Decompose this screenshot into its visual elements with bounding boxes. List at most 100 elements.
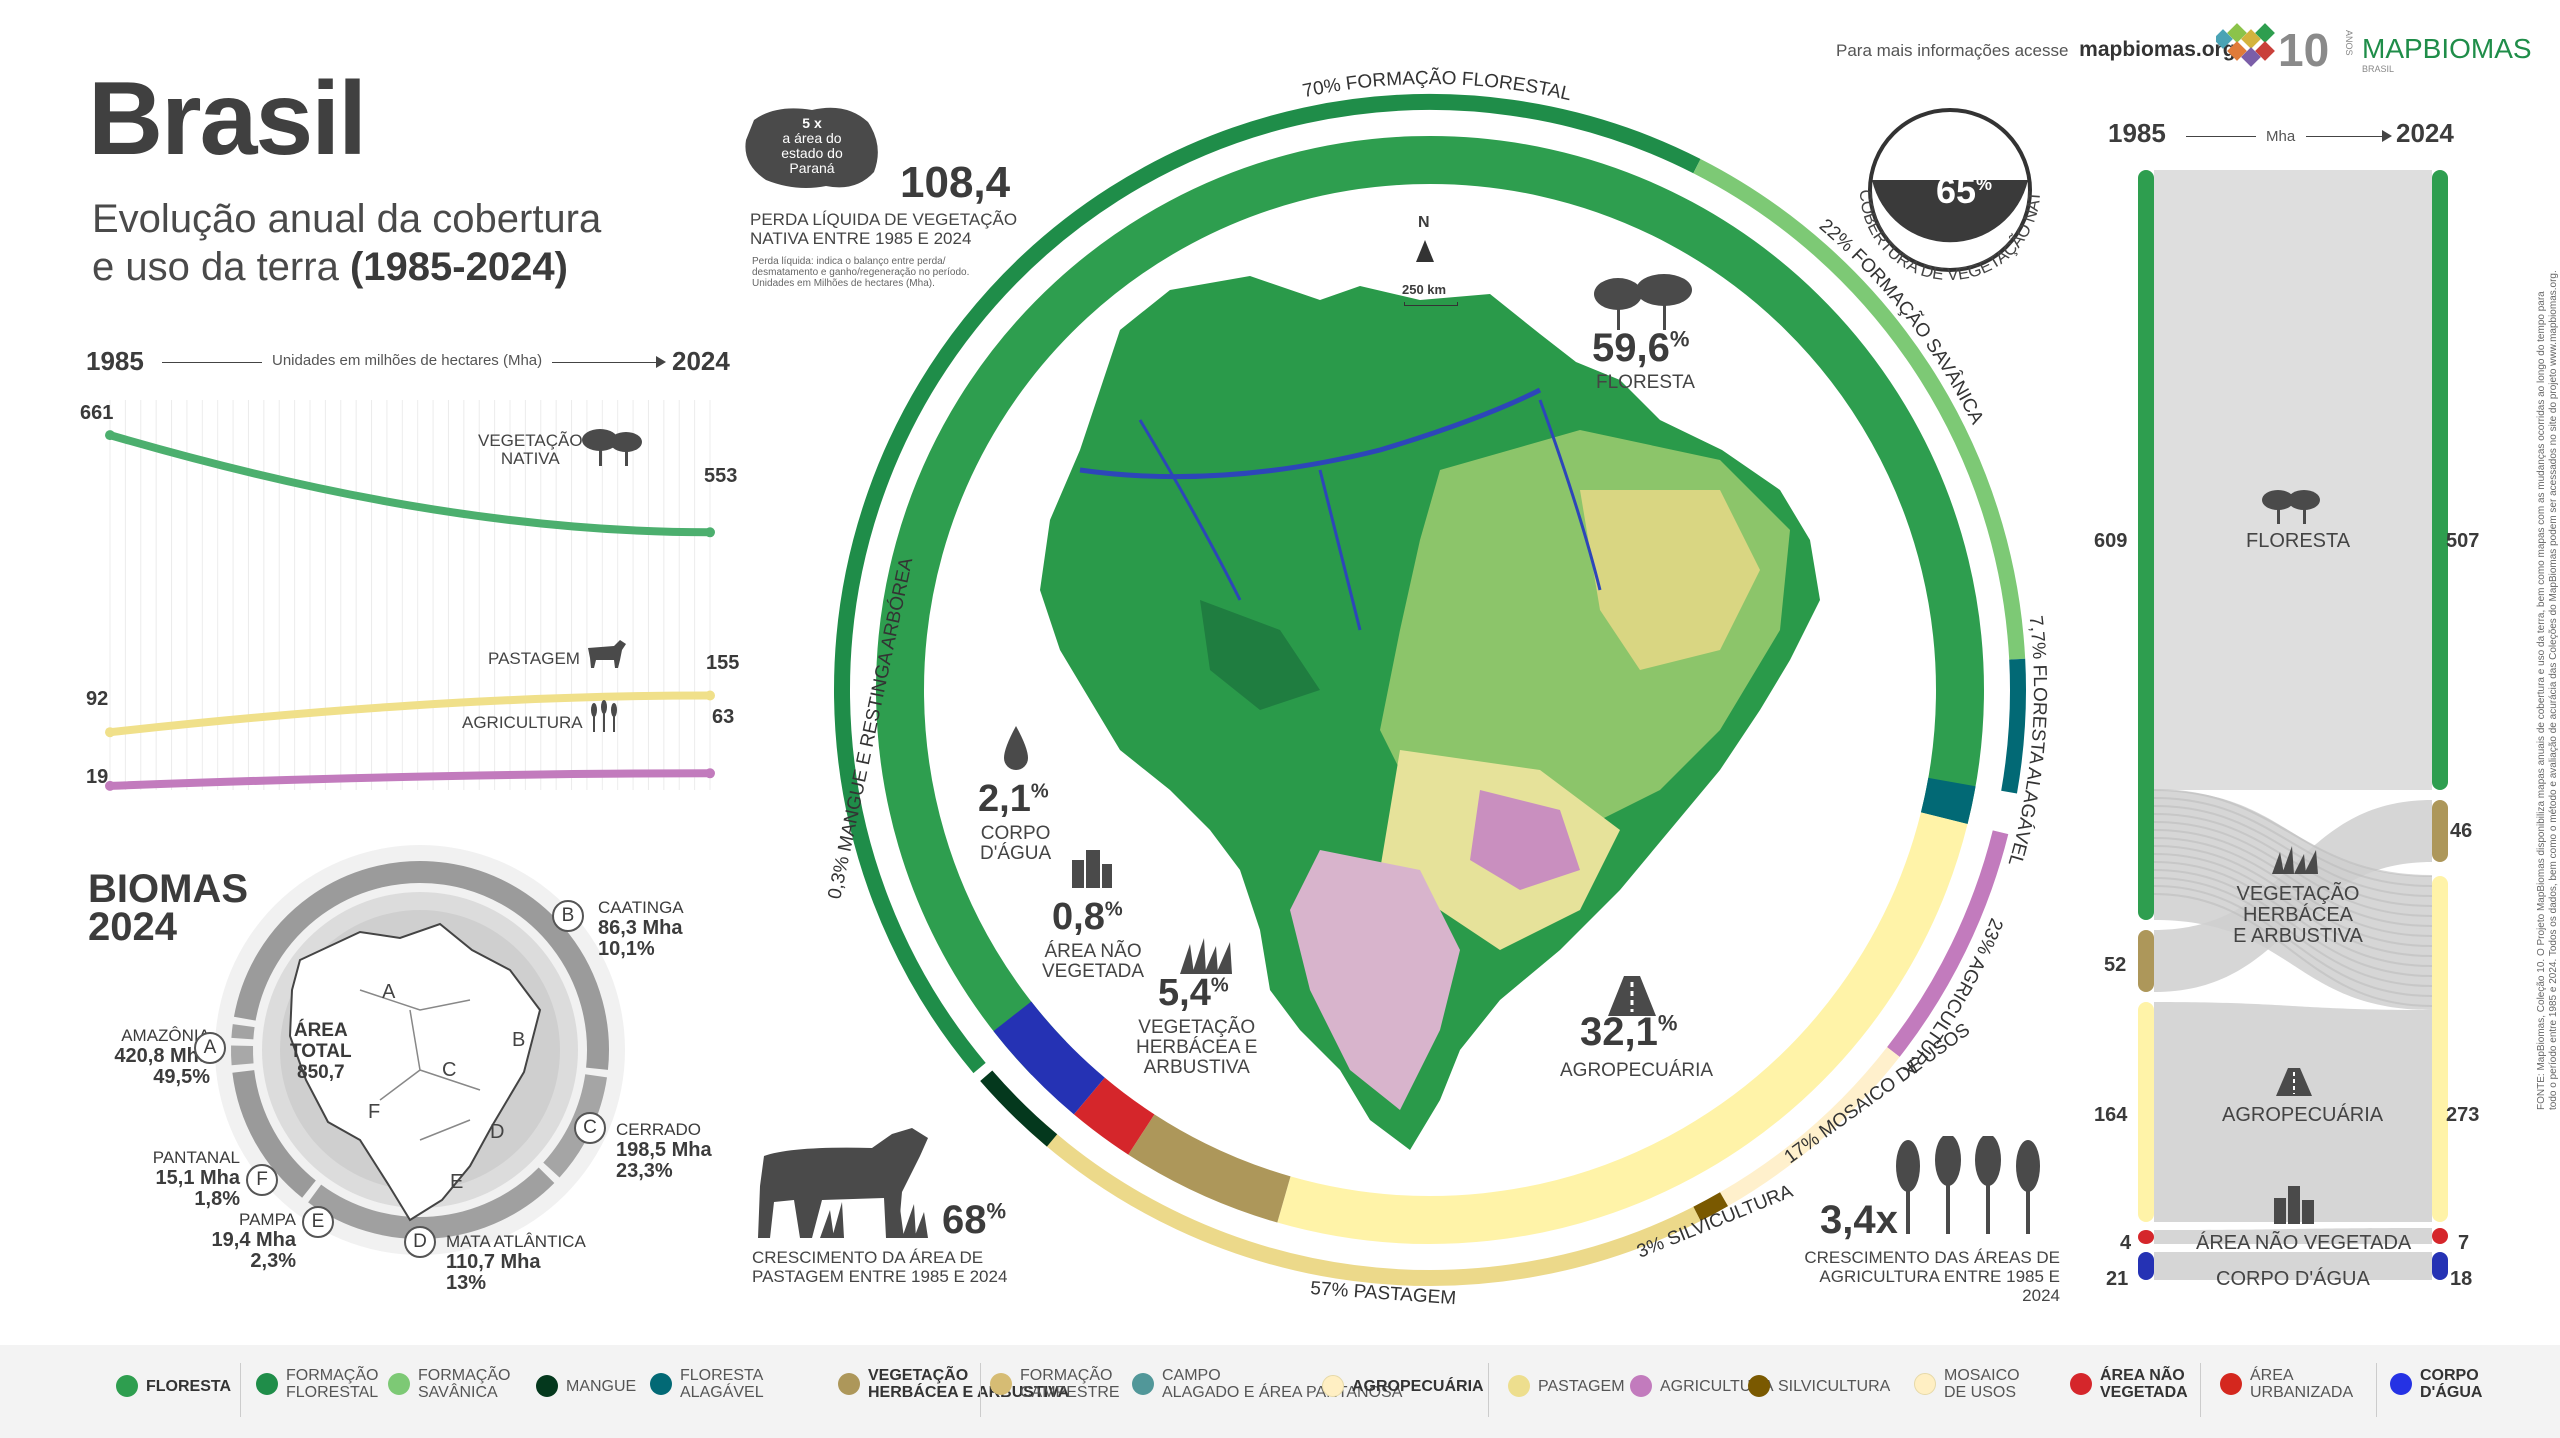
legend-swatch xyxy=(1508,1375,1530,1397)
grass-icon xyxy=(1180,938,1232,974)
trees-icon xyxy=(1594,274,1692,330)
water-drop-icon xyxy=(1004,726,1028,770)
sankey-thin-flow xyxy=(2153,797,2433,887)
herb-label: VEGETAÇÃO HERBÁCEA E ARBUSTIVA xyxy=(1136,1017,1258,1078)
legend-label: MANGUE xyxy=(566,1377,637,1395)
loss-value: 108,4 xyxy=(900,158,1011,207)
sankey-floresta-2024: 507 xyxy=(2446,530,2480,552)
past-end-value: 155 xyxy=(706,652,740,674)
agri-label: AGRICULTURA xyxy=(462,713,583,732)
bioma-letter-c: C xyxy=(574,1112,606,1144)
sankey-agua-label: CORPO D'ÁGUA xyxy=(2216,1268,2370,1290)
legend-swatch xyxy=(1630,1375,1652,1397)
line-point-start-0 xyxy=(105,430,115,441)
mapbiomas-logo[interactable]: 10 ANOS MAPBIOMAS BRASIL xyxy=(2216,18,2536,78)
ring-agropecuaria xyxy=(1277,812,1968,1244)
timeline-arrow-left xyxy=(162,362,262,363)
cow-large-icon xyxy=(758,1128,928,1238)
line-series-1 xyxy=(106,691,714,737)
page-title: Brasil xyxy=(88,61,367,177)
agri-growth-label: CRESCIMENTO DAS ÁREAS DE AGRICULTURA ENTR… xyxy=(1804,1248,2060,1305)
past-start-value: 92 xyxy=(86,688,109,710)
wheat-large-icon xyxy=(1896,1136,2040,1234)
svg-text:A: A xyxy=(382,981,396,1003)
sub-pastagem xyxy=(1031,1121,1701,1286)
svg-text:COBERTURA DE VEGETAÇÃO NATIVA: COBERTURA DE VEGETAÇÃO NATIVA EM 2024 xyxy=(1830,70,2044,284)
svg-text:B: B xyxy=(512,1029,525,1051)
legend-swatch xyxy=(116,1375,138,1397)
pastagem-growth-label: CRESCIMENTO DA ÁREA DE PASTAGEM ENTRE 198… xyxy=(752,1248,1008,1286)
past-label: PASTAGEM xyxy=(488,649,580,668)
legend-swatch xyxy=(536,1375,558,1397)
sankey-arrow-2 xyxy=(2306,136,2386,137)
sankey-floresta-label: FLORESTA xyxy=(2246,530,2351,552)
bioma-label-d: MATA ATLÂNTICA 110,7 Mha 13% xyxy=(446,1232,586,1294)
legend-swatch xyxy=(2070,1373,2092,1395)
legend-item: SILVICULTURA xyxy=(1748,1375,1890,1397)
line-point-end-0 xyxy=(705,527,715,538)
bioma-arc-4 xyxy=(231,1045,254,1066)
legend-label: ÁREA NÃO VEGETADA xyxy=(2100,1367,2188,1401)
sankey-chart xyxy=(2138,170,2448,1280)
bioma-letter-b: B xyxy=(552,900,584,932)
sankey-thin-flow xyxy=(2153,885,2433,997)
bioma-label-c: CERRADO 198,5 Mha 23,3% xyxy=(616,1120,712,1182)
legend-separator xyxy=(1488,1363,1489,1417)
gauge-value: 65% xyxy=(1936,170,1993,211)
legend-label: FLORESTA ALAGÁVEL xyxy=(680,1367,764,1401)
north-arrow-icon xyxy=(1416,240,1434,262)
legend-item: MOSAICO DE USOS xyxy=(1914,1367,2020,1401)
brazil-outline-small xyxy=(288,922,542,1222)
legend-swatch xyxy=(2390,1373,2412,1395)
sankey-thin-flow xyxy=(2153,853,2433,957)
sankey-bar-1985-1 xyxy=(2138,930,2154,992)
sankey-arrow xyxy=(2186,136,2256,137)
road-field-icon xyxy=(1608,976,1656,1016)
scale-bar xyxy=(1404,302,1458,306)
ring-floresta xyxy=(876,136,1984,1075)
legend-separator xyxy=(2376,1363,2377,1417)
bioma-label-a: AMAZÔNIA 420,8 Mha 49,5% xyxy=(114,1026,210,1088)
timeline-start: 1985 xyxy=(86,346,144,376)
legend-bar: FLORESTA FORMAÇÃO FLORESTAL FORMAÇÃO SAVÂNIC… xyxy=(0,1345,2560,1438)
pastagem-growth-value: 68% xyxy=(942,1198,1007,1242)
sub-silvicultura xyxy=(1693,1192,1728,1222)
logo-text: MAPBIOMAS xyxy=(2362,33,2532,64)
sankey-thin-flow xyxy=(2153,893,2433,1007)
bioma-arc-2 xyxy=(308,1167,555,1239)
sankey-arrowhead-icon xyxy=(2382,130,2392,142)
bioma-letter-f: F xyxy=(246,1164,278,1196)
sub-formacao-florestal xyxy=(834,94,1701,1074)
tree-icon xyxy=(582,429,642,466)
scale-label: 250 km xyxy=(1402,282,1447,297)
wheat-icon xyxy=(591,700,617,732)
sankey-thin-flow xyxy=(2153,837,2433,937)
line-series-0 xyxy=(106,431,714,537)
cow-icon xyxy=(588,640,626,668)
sankey-bar-1985-2 xyxy=(2138,1002,2154,1222)
sankey-thin-flow xyxy=(2153,845,2433,947)
legend-item: FLORESTA ALAGÁVEL xyxy=(650,1367,764,1401)
sankey-bar-2024-4 xyxy=(2432,1252,2448,1280)
biomas-total: ÁREA TOTAL 850,7 xyxy=(290,1020,352,1083)
ring-naoveg xyxy=(1073,1077,1155,1155)
legend-separator xyxy=(240,1363,241,1417)
site-link[interactable]: mapbiomas.org xyxy=(2079,38,2236,61)
sankey-bar-1985-3 xyxy=(2138,1230,2154,1244)
legend-label: SILVICULTURA xyxy=(1778,1377,1891,1395)
agua-label: CORPO D'ÁGUA xyxy=(980,823,1052,864)
sub-mosaico xyxy=(1719,1047,1900,1207)
agua-value: 2,1% xyxy=(978,778,1049,820)
sankey-naoveg-1985: 4 xyxy=(2120,1232,2132,1254)
legend-swatch xyxy=(650,1373,672,1395)
legend-item: ÁREA URBANIZADA xyxy=(2220,1367,2353,1401)
line-point-end-2 xyxy=(705,768,715,779)
agro-value: 32,1% xyxy=(1580,1010,1678,1054)
sankey-thin-flow xyxy=(2153,829,2433,927)
sankey-thin-flow xyxy=(2153,877,2433,987)
sub-mangue xyxy=(980,1070,1058,1147)
info-text: Para mais informações acesse mapbiomas.o… xyxy=(1836,38,2236,61)
sankey-floresta-1985: 609 xyxy=(2094,530,2128,552)
bioma-letter-e: E xyxy=(302,1206,334,1238)
timeline-unit: Unidades em milhões de hectares (Mha) xyxy=(272,352,543,369)
